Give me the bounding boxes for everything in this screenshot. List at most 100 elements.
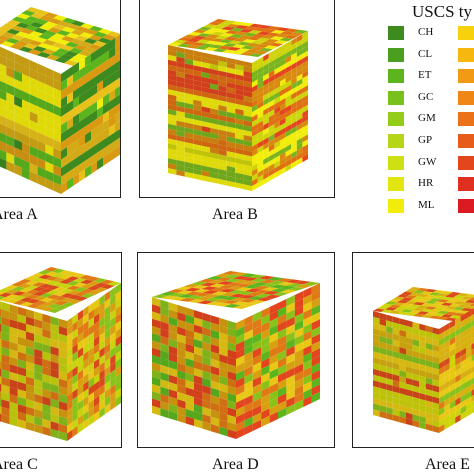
left-voxel [406,383,413,392]
right-voxel [311,312,320,324]
top-voxel [385,307,397,311]
left-voxel [17,419,26,429]
left-voxel [185,379,194,390]
left-voxel [152,355,161,365]
left-voxel [425,348,433,357]
left-voxel [22,116,30,129]
right-voxel [449,354,456,363]
left-voxel [29,137,38,150]
top-voxel [220,33,234,37]
top-voxel [271,30,285,34]
left-voxel [168,153,177,160]
legend-swatch-right-3 [458,90,474,105]
left-voxel [29,120,38,133]
right-voxel [466,402,472,412]
right-voxel [263,63,269,72]
top-voxel [98,28,112,35]
right-voxel [252,89,258,98]
right-voxel [109,140,115,154]
right-voxel [302,45,308,54]
left-voxel [201,165,210,173]
right-voxel [294,341,304,353]
top-voxel [227,47,241,51]
left-voxel [9,334,18,345]
right-voxel [115,388,121,400]
left-voxel [6,126,15,139]
top-voxel [33,296,47,301]
right-voxel [455,327,461,337]
left-voxel [37,80,46,93]
right-voxel [455,333,461,343]
right-voxel [104,388,111,400]
top-voxel [213,299,231,303]
top-voxel [259,279,277,284]
top-voxel [373,308,385,312]
top-voxel [65,271,79,277]
left-voxel [425,371,433,380]
right-voxel [296,127,303,136]
right-voxel [83,380,89,393]
left-voxel [392,380,400,388]
caption-area-c: Area C [0,456,38,473]
left-voxel [1,361,10,372]
left-voxel [419,364,426,372]
left-voxel [26,324,35,334]
right-voxel [311,377,320,389]
right-voxel [274,120,280,129]
top-voxel [453,295,465,299]
right-voxel [455,414,461,424]
right-voxel [73,173,79,186]
left-voxel [152,311,161,322]
top-voxel [57,21,72,27]
left-voxel [168,109,177,116]
left-voxel [168,94,177,101]
right-voxel [466,373,472,383]
right-voxel [261,379,270,391]
top-voxel [279,289,297,294]
left-voxel [392,333,400,342]
left-voxel [419,375,426,384]
right-voxel [471,331,474,339]
right-voxel [280,162,286,171]
top-voxel [289,32,303,37]
right-voxel [274,160,280,169]
left-voxel [226,87,236,94]
left-voxel [226,111,236,119]
right-voxel [439,360,445,370]
top-voxel [251,40,265,45]
top-voxel [248,30,262,34]
top-voxel [264,294,281,299]
left-voxel [227,421,236,432]
right-voxel [257,140,264,149]
right-voxel [444,339,450,349]
right-voxel [115,395,121,407]
left-voxel [379,330,387,338]
left-voxel [201,170,210,178]
right-voxel [269,368,278,380]
top-voxel [81,293,95,298]
left-voxel [432,390,439,399]
left-voxel [399,416,406,424]
left-voxel [412,396,420,405]
right-voxel [252,390,262,402]
right-voxel [285,80,292,89]
right-voxel [460,347,466,357]
right-voxel [286,302,295,314]
right-voxel [274,115,280,124]
right-voxel [455,362,461,372]
left-voxel [0,413,2,422]
left-voxel [399,318,406,326]
right-voxel [439,348,445,358]
left-voxel [194,368,203,378]
right-voxel [296,98,303,107]
right-voxel [252,153,258,162]
right-voxel [278,320,287,332]
top-voxel [238,35,252,40]
left-voxel [45,101,54,114]
left-voxel [392,339,400,348]
right-voxel [286,389,295,401]
right-voxel [449,342,456,352]
left-voxel [373,334,380,342]
top-voxel [206,34,220,39]
right-voxel [99,354,105,366]
